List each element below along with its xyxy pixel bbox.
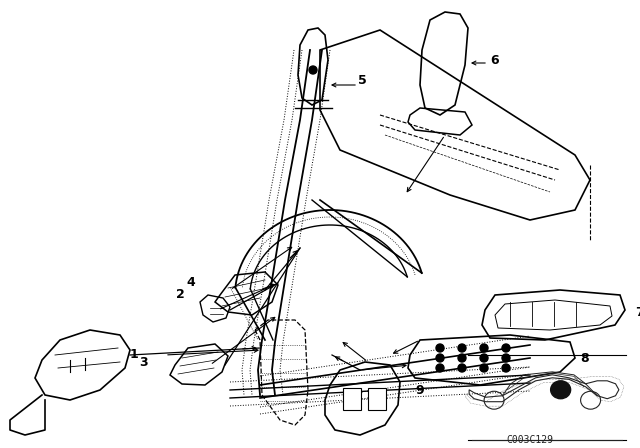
- Text: 6: 6: [490, 53, 499, 66]
- Circle shape: [480, 344, 488, 352]
- Circle shape: [550, 381, 571, 399]
- Text: 7: 7: [635, 306, 640, 319]
- Circle shape: [436, 344, 444, 352]
- Circle shape: [502, 354, 510, 362]
- Circle shape: [436, 354, 444, 362]
- Circle shape: [502, 344, 510, 352]
- Circle shape: [458, 364, 466, 372]
- Circle shape: [458, 354, 466, 362]
- Circle shape: [309, 66, 317, 74]
- Circle shape: [480, 364, 488, 372]
- Text: 8: 8: [580, 352, 589, 365]
- Text: 5: 5: [358, 73, 367, 86]
- Bar: [368, 388, 386, 410]
- Text: 9: 9: [415, 383, 424, 396]
- Circle shape: [436, 364, 444, 372]
- Circle shape: [502, 364, 510, 372]
- Text: 3: 3: [140, 356, 148, 369]
- Text: 2: 2: [176, 289, 185, 302]
- Bar: [343, 388, 361, 410]
- Text: 1: 1: [130, 349, 139, 362]
- Circle shape: [480, 354, 488, 362]
- Circle shape: [458, 344, 466, 352]
- Text: C003C129: C003C129: [506, 435, 554, 445]
- Text: 4: 4: [186, 276, 195, 289]
